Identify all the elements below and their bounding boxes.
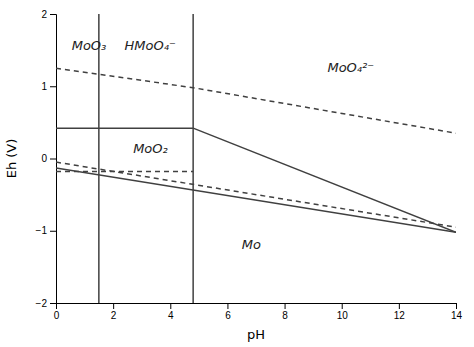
y-tick: 0	[41, 153, 56, 164]
region-label: Mo	[242, 237, 261, 252]
y-tick-label: 1	[41, 81, 47, 92]
x-tick-mark	[170, 303, 171, 309]
x-tick-label: 6	[225, 310, 231, 321]
x-tick-label: 14	[451, 310, 463, 321]
region-labels: MoO₃ HMoO₄⁻ MoO₄²⁻ MoO₂ Mo	[72, 38, 374, 252]
y-tick-mark	[50, 231, 56, 232]
y-tick-label: 0	[41, 153, 47, 164]
solid-line	[56, 168, 456, 232]
chart: 02468101214−2−1012MoO₃HMoO₄⁻MoO₄²⁻MoO₂Mo…	[0, 0, 474, 347]
plot: 02468101214−2−1012MoO₃HMoO₄⁻MoO₄²⁻MoO₂Mo	[36, 9, 463, 321]
solid-line	[56, 127, 193, 129]
x-tick-label: 0	[54, 310, 60, 321]
x-axis: 0 2 4 6 8 10 12 14	[54, 303, 463, 321]
y-tick-label: −2	[36, 298, 48, 309]
x-axis-title: pH	[247, 327, 265, 342]
x-tick: 0	[54, 303, 60, 321]
dashed-line	[56, 162, 456, 227]
region-label: HMoO₄⁻	[125, 38, 176, 53]
x-tick-mark	[227, 303, 228, 309]
marks	[56, 14, 456, 303]
solid-line	[193, 128, 456, 232]
region-label: MoO₃	[72, 38, 107, 53]
y-tick-label: −1	[36, 225, 48, 236]
y-tick-mark	[50, 159, 56, 160]
x-tick-label: 8	[282, 310, 288, 321]
region-label: MoO₂	[133, 141, 168, 156]
y-axis: −2 −1 0 1 2	[36, 9, 57, 309]
region-label: MoO₄²⁻	[327, 60, 374, 75]
y-tick: 2	[41, 9, 56, 20]
vertical-line	[98, 14, 100, 303]
y-axis-line	[50, 15, 57, 304]
x-tick: 12	[394, 303, 406, 321]
x-tick: 14	[451, 303, 463, 321]
y-tick-mark	[50, 86, 56, 87]
x-tick-mark	[399, 303, 400, 309]
x-tick: 8	[282, 303, 288, 321]
y-tick-mark	[50, 14, 56, 15]
y-axis-title: Eh (V)	[4, 139, 19, 179]
dashed-line	[56, 171, 193, 173]
x-tick: 6	[225, 303, 231, 321]
x-tick-mark	[456, 303, 457, 309]
dashed-line	[56, 68, 456, 133]
x-tick-label: 2	[111, 310, 117, 321]
x-tick-mark	[113, 303, 114, 309]
y-tick-mark	[50, 303, 56, 304]
x-tick-label: 10	[337, 310, 349, 321]
y-tick: −2	[36, 298, 56, 309]
x-tick: 10	[337, 303, 349, 321]
vertical-line	[192, 14, 194, 303]
x-tick-label: 4	[168, 310, 174, 321]
x-tick: 2	[111, 303, 117, 321]
y-tick: −1	[36, 225, 56, 236]
y-tick-label: 2	[41, 9, 47, 20]
x-tick-mark	[342, 303, 343, 309]
x-tick-label: 12	[394, 310, 406, 321]
x-tick: 4	[168, 303, 174, 321]
y-tick: 1	[41, 81, 56, 92]
x-axis-line	[57, 304, 457, 310]
x-tick-mark	[285, 303, 286, 309]
